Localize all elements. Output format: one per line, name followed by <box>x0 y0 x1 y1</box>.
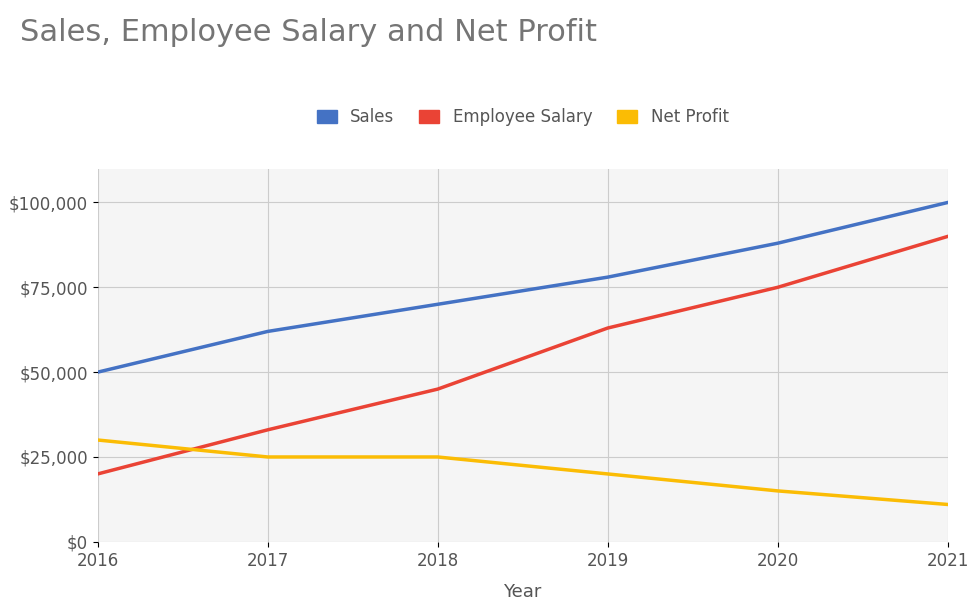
Legend: Sales, Employee Salary, Net Profit: Sales, Employee Salary, Net Profit <box>310 102 736 133</box>
Text: Sales, Employee Salary and Net Profit: Sales, Employee Salary and Net Profit <box>20 18 597 47</box>
X-axis label: Year: Year <box>503 583 542 601</box>
